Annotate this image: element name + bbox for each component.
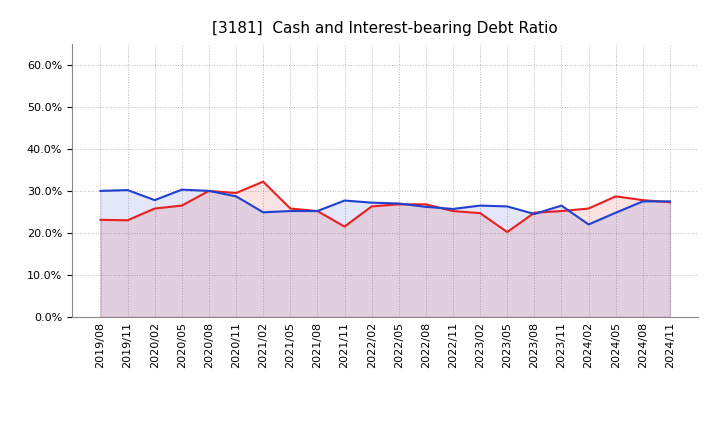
現頑金	[123, 218, 132, 223]
現頑金	[259, 179, 268, 184]
現頑金	[476, 210, 485, 216]
有利子負債	[313, 209, 322, 214]
有利子負債	[476, 203, 485, 208]
現頑金	[150, 206, 159, 211]
現頑金	[530, 210, 539, 215]
現頑金	[367, 204, 376, 209]
有利子負債	[449, 206, 457, 212]
有利子負債	[150, 198, 159, 203]
現頑金	[232, 191, 240, 196]
有利子負債	[611, 210, 620, 215]
現頑金	[503, 229, 511, 235]
有利子負債	[639, 199, 647, 204]
現頑金	[611, 194, 620, 199]
有利子負債	[503, 204, 511, 209]
現頑金	[313, 209, 322, 214]
現頑金	[449, 209, 457, 214]
有利子負債	[204, 188, 213, 194]
現頑金	[204, 188, 213, 194]
現頑金	[421, 202, 430, 207]
現頑金	[286, 206, 294, 211]
有利子負債	[665, 199, 674, 204]
現頑金	[665, 200, 674, 205]
有利子負債	[341, 198, 349, 203]
有利子負債	[395, 201, 403, 206]
有利子負債	[232, 194, 240, 199]
有利子負債	[96, 188, 105, 194]
有利子負債	[178, 187, 186, 192]
有利子負債	[123, 187, 132, 193]
現頑金	[178, 203, 186, 208]
現頑金	[639, 198, 647, 203]
有利子負債	[367, 200, 376, 205]
現頑金	[584, 206, 593, 211]
現頑金	[96, 217, 105, 223]
Legend: 現頑金, 有利子負債: 現頑金, 有利子負債	[300, 438, 470, 440]
有利子負債	[259, 209, 268, 215]
有利子負債	[421, 204, 430, 209]
有利子負債	[584, 222, 593, 227]
有利子負債	[530, 211, 539, 216]
現頑金	[341, 224, 349, 229]
現頑金	[557, 209, 566, 214]
現頑金	[395, 202, 403, 207]
有利子負債	[286, 209, 294, 214]
Line: 有利子負債: 有利子負債	[101, 190, 670, 224]
有利子負債	[557, 203, 566, 208]
Line: 現頑金: 現頑金	[101, 182, 670, 232]
Title: [3181]  Cash and Interest-bearing Debt Ratio: [3181] Cash and Interest-bearing Debt Ra…	[212, 21, 558, 36]
